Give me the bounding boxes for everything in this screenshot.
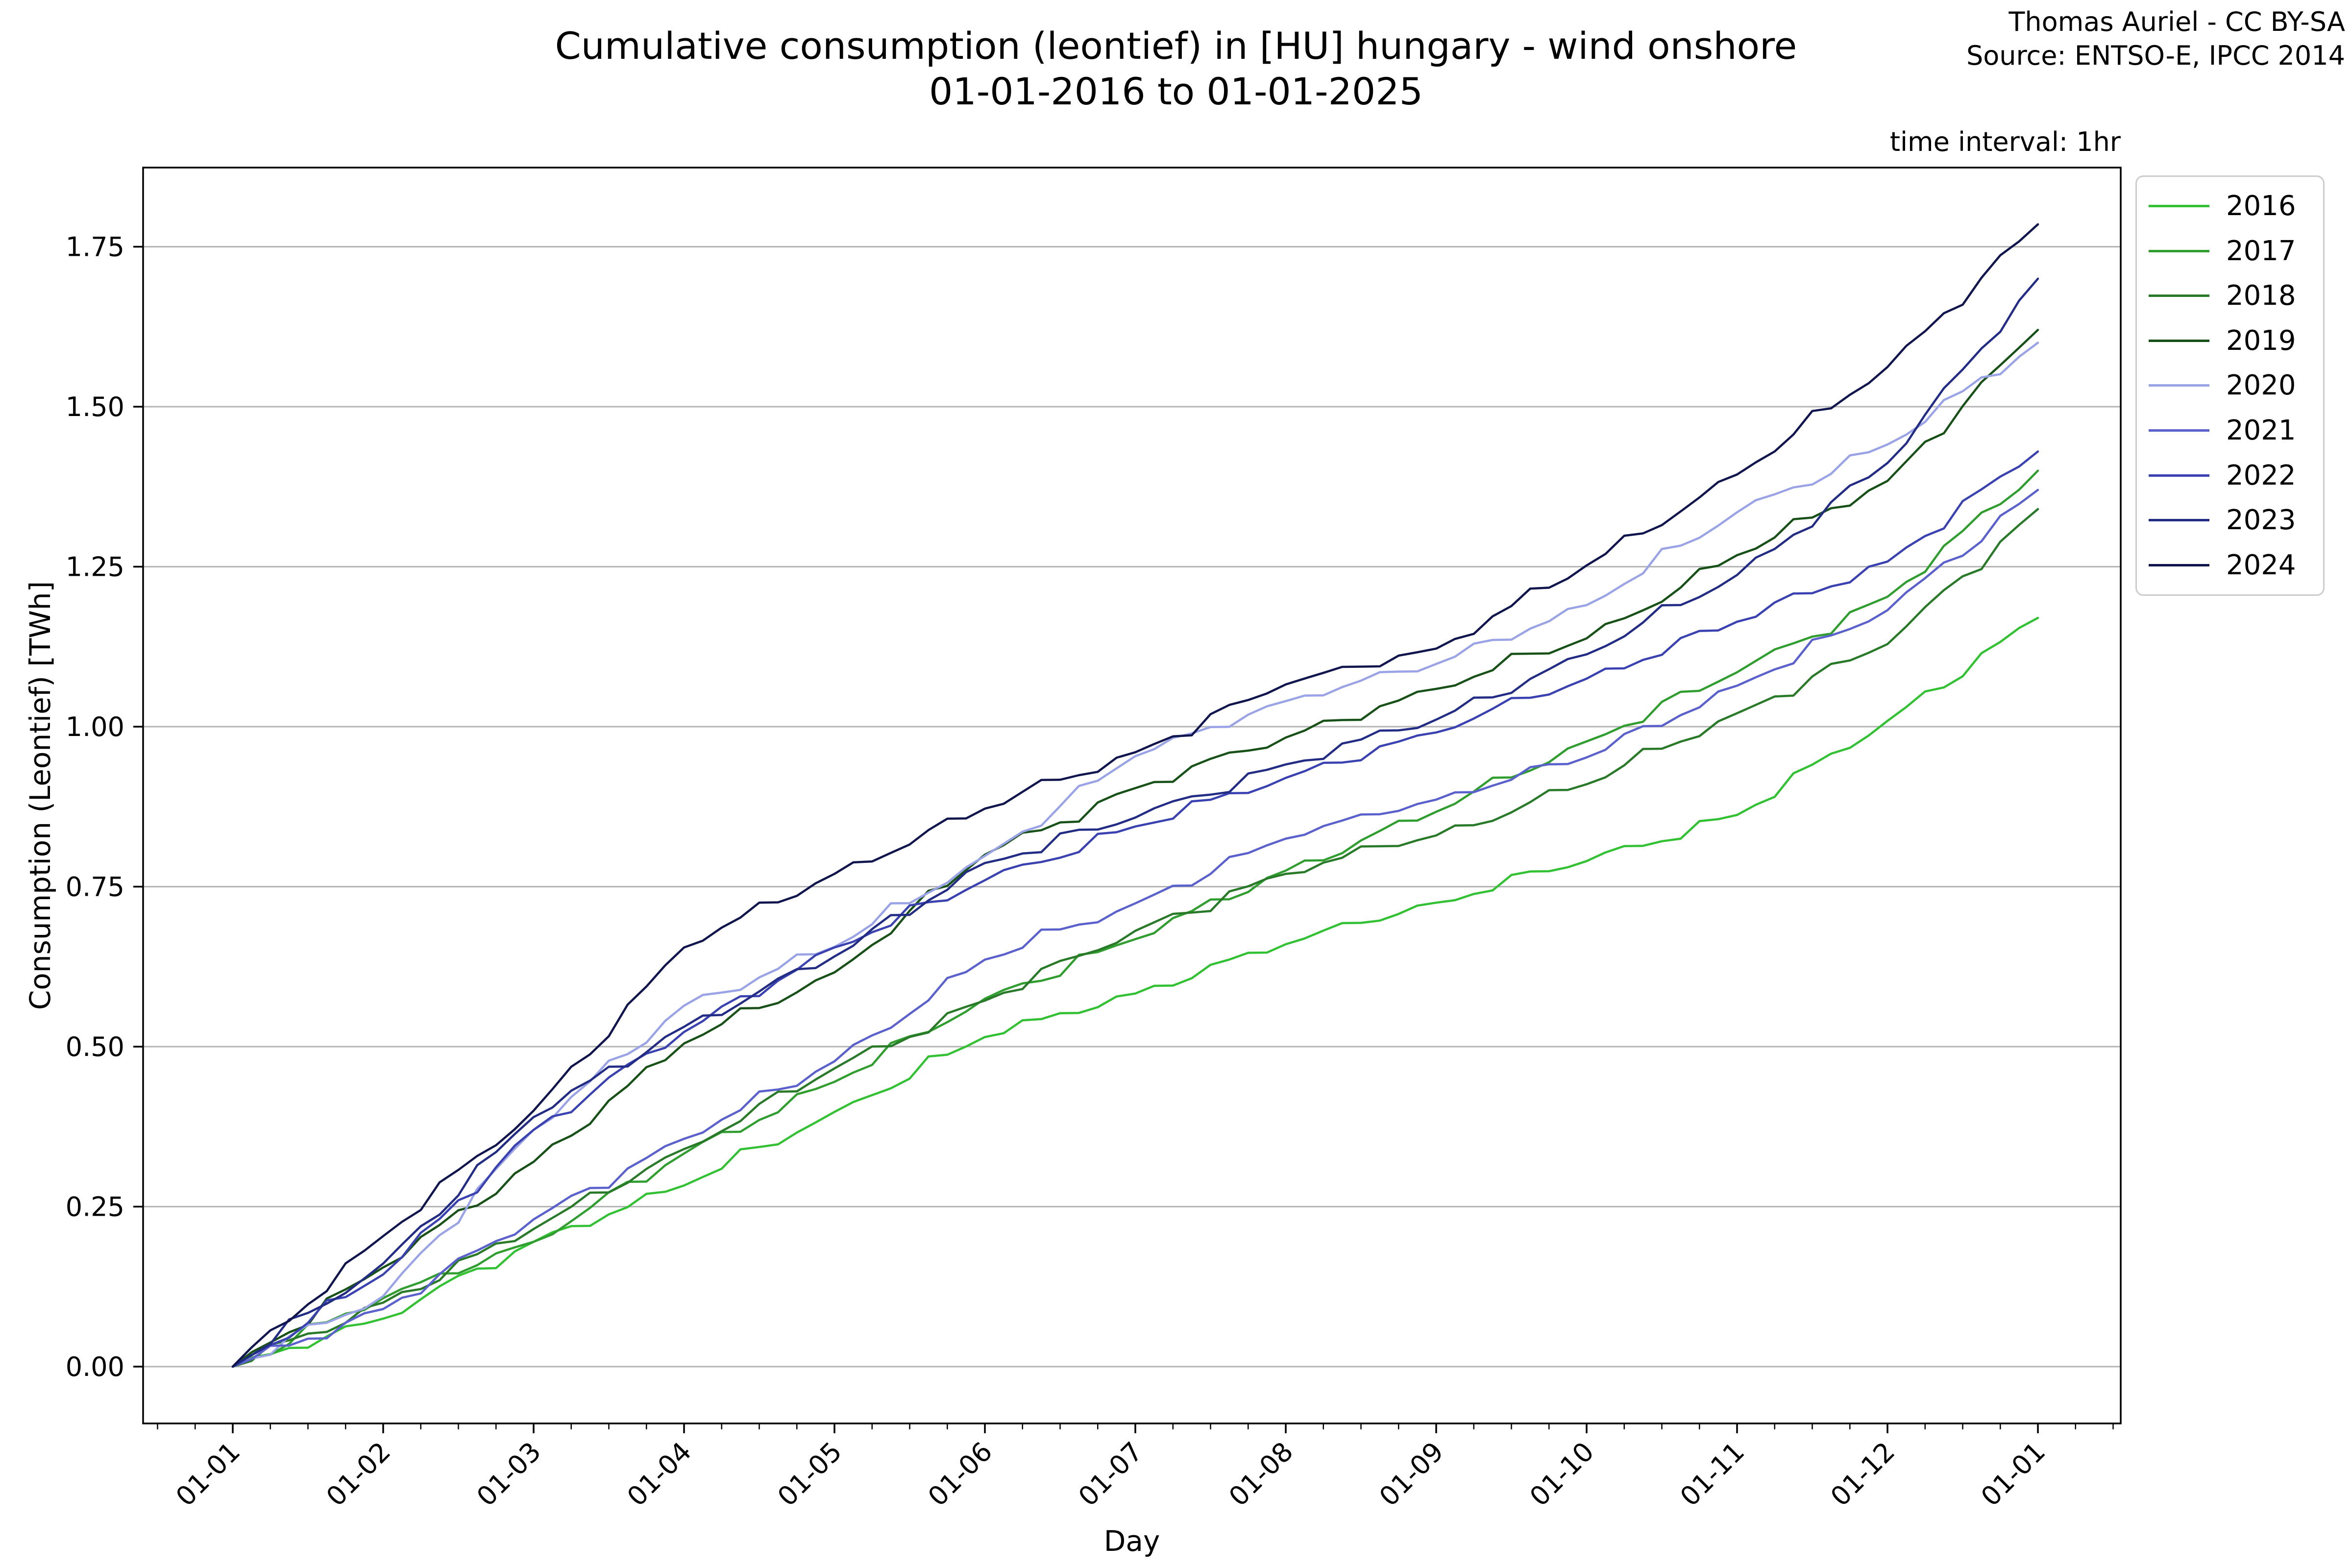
legend-swatch-2016	[2149, 205, 2209, 208]
legend-item-2016: 2016	[2149, 190, 2323, 222]
legend-item-2017: 2017	[2149, 235, 2323, 267]
y-axis-label: Consumption (Leontief) [TWh]	[24, 581, 57, 1010]
series-line-2019	[231, 329, 2039, 1368]
legend-label-2018: 2018	[2226, 280, 2296, 312]
y-tick-label: 1.50	[66, 392, 124, 422]
y-tick-label: 1.00	[66, 711, 124, 742]
y-tick-label: 0.00	[66, 1351, 124, 1382]
legend-swatch-2021	[2149, 429, 2209, 432]
y-tick-label: 0.75	[66, 872, 124, 903]
series-line-2018	[231, 508, 2039, 1368]
legend-item-2024: 2024	[2149, 549, 2323, 581]
legend-item-2019: 2019	[2149, 325, 2323, 357]
legend-swatch-2022	[2149, 474, 2209, 477]
plot-border	[142, 167, 2122, 1424]
series-line-2024	[231, 223, 2039, 1368]
legend-swatch-2023	[2149, 519, 2209, 522]
series-line-2021	[231, 489, 2039, 1368]
time-interval-annotation: time interval: 1hr	[1889, 126, 2121, 157]
legend-item-2022: 2022	[2149, 460, 2323, 491]
legend-swatch-2019	[2149, 339, 2209, 342]
x-tick-label: 01-10	[1524, 1436, 1600, 1513]
attribution: Thomas Auriel - CC BY-SA Source: ENTSO-E…	[1966, 5, 2345, 73]
legend-label-2021: 2021	[2226, 415, 2296, 446]
attribution-author: Thomas Auriel - CC BY-SA	[2009, 6, 2345, 37]
legend: 2016 2017 2018 2019 2020 2021 2022 2023 …	[2135, 175, 2325, 596]
legend-label-2017: 2017	[2226, 235, 2296, 267]
x-tick-label: 01-06	[922, 1436, 999, 1513]
legend-item-2021: 2021	[2149, 415, 2323, 446]
legend-label-2020: 2020	[2226, 369, 2296, 402]
series-line-2016	[231, 616, 2039, 1368]
chart-title-line2: 01-01-2016 to 01-01-2025	[929, 69, 1423, 113]
chart-title: Cumulative consumption (leontief) in [HU…	[0, 24, 2352, 114]
x-tick-label: 01-03	[471, 1436, 547, 1513]
series-line-2023	[231, 277, 2039, 1368]
x-tick-label: 01-12	[1825, 1436, 1901, 1513]
chart-title-line1: Cumulative consumption (leontief) in [HU…	[555, 24, 1797, 68]
x-tick-label: 01-08	[1223, 1436, 1299, 1513]
legend-label-2022: 2022	[2226, 459, 2296, 491]
x-tick-label: 01-02	[320, 1436, 397, 1513]
x-tick-label: 01-09	[1373, 1436, 1450, 1513]
y-tick-label: 0.25	[66, 1192, 124, 1223]
legend-swatch-2017	[2149, 249, 2209, 252]
legend-item-2018: 2018	[2149, 280, 2323, 312]
y-tick-label: 0.50	[66, 1031, 124, 1062]
legend-label-2024: 2024	[2226, 549, 2296, 581]
series-line-2022	[231, 450, 2039, 1368]
series-line-2017	[231, 469, 2039, 1368]
legend-swatch-2018	[2149, 294, 2209, 297]
attribution-source: Source: ENTSO-E, IPCC 2014	[1966, 40, 2345, 72]
legend-label-2016: 2016	[2226, 190, 2296, 222]
y-tick-label: 1.75	[66, 232, 124, 263]
legend-swatch-2020	[2149, 384, 2209, 387]
legend-swatch-2024	[2149, 564, 2209, 566]
x-axis-label: Day	[1104, 1524, 1160, 1558]
x-tick-label: 01-07	[1073, 1436, 1149, 1513]
y-tick-label: 1.25	[66, 552, 124, 583]
x-tick-label: 01-04	[621, 1436, 698, 1513]
x-tick-label: 01-05	[772, 1436, 848, 1513]
x-tick-label: 01-01	[1975, 1436, 2052, 1513]
x-tick-label: 01-11	[1674, 1436, 1751, 1513]
legend-label-2019: 2019	[2226, 324, 2296, 357]
legend-label-2023: 2023	[2226, 504, 2296, 537]
legend-item-2020: 2020	[2149, 369, 2323, 401]
legend-item-2023: 2023	[2149, 504, 2323, 536]
series-line-2020	[231, 342, 2039, 1368]
x-tick-label: 01-01	[170, 1436, 246, 1513]
